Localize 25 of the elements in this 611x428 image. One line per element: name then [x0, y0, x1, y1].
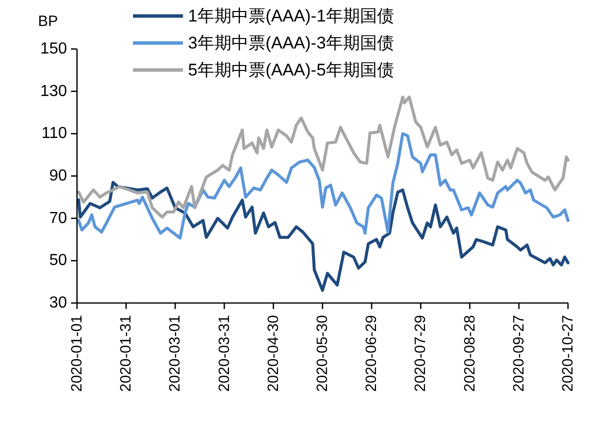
legend-label: 3年期中票(AAA)-3年期国债 [188, 34, 394, 52]
x-tick-label: 2020-01-01 [68, 315, 86, 392]
y-tick-label: 130 [40, 82, 68, 100]
line-series [77, 132, 570, 240]
y-axis-title: BP [38, 13, 58, 30]
x-tick-label: 2020-01-31 [118, 315, 135, 392]
x-tick-label: 2020-10-27 [560, 315, 576, 392]
line-series [77, 96, 570, 219]
legend-label: 5年期中票(AAA)-5年期国债 [188, 60, 394, 80]
y-tick-label: 70 [49, 210, 68, 227]
x-tick-label: 2020-05-30 [314, 315, 331, 392]
y-tick-label: 50 [49, 252, 68, 270]
y-tick-label: 150 [40, 40, 68, 58]
x-tick-label: 2020-04-30 [264, 315, 282, 392]
y-tick-label: 110 [41, 125, 68, 142]
legend-label: 1年期中票(AAA)-1年期国债 [188, 6, 394, 26]
x-tick-label: 2020-06-29 [363, 315, 380, 392]
x-tick-label: 2020-03-01 [166, 315, 184, 392]
x-tick-label: 2020-07-29 [412, 315, 430, 392]
x-tick-label: 2020-09-27 [510, 315, 528, 392]
x-tick-label: 2020-08-28 [461, 315, 478, 392]
y-tick-label: 30 [49, 294, 68, 312]
y-tick-label: 90 [49, 168, 68, 184]
x-tick-label: 2020-03-31 [216, 315, 233, 392]
line-series [77, 180, 570, 292]
